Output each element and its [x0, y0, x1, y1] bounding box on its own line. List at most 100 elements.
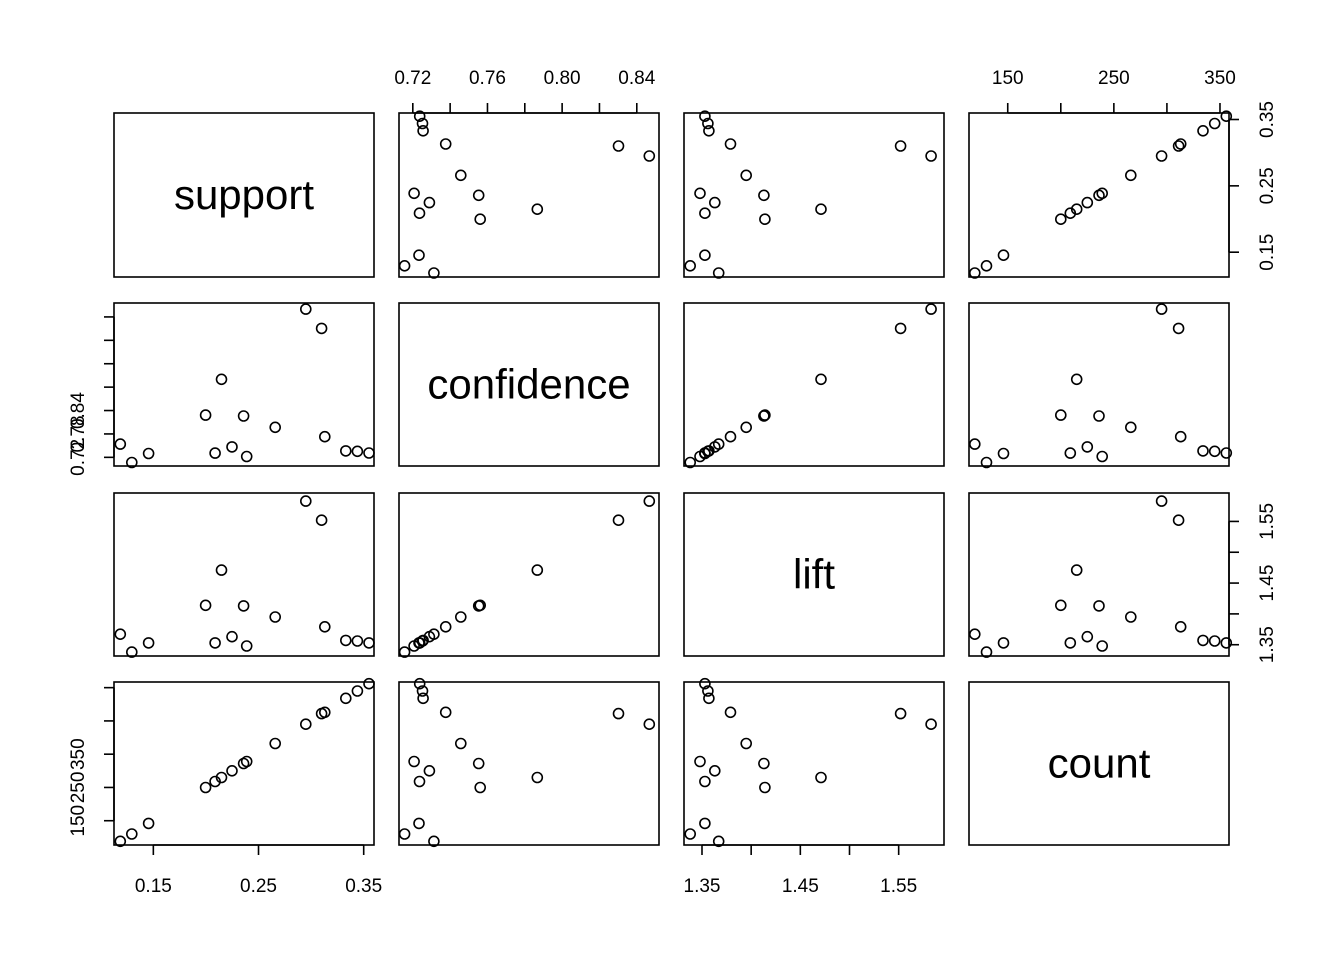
- y-tick-label-confidence-0: 0.72: [68, 439, 89, 476]
- data-point-confidence-vs-count-12: [1174, 430, 1187, 443]
- data-point-count-vs-confidence-4: [413, 775, 426, 788]
- panel-lift-vs-confidence: [398, 492, 660, 658]
- data-point-support-vs-lift-11: [894, 140, 907, 152]
- data-point-support-vs-confidence-10: [643, 150, 656, 162]
- data-point-count-vs-lift-6: [708, 764, 721, 777]
- data-point-confidence-vs-lift-11: [894, 322, 907, 335]
- panel-confidence-vs-count: [968, 302, 1233, 469]
- data-point-lift-vs-support-3: [199, 599, 212, 612]
- data-point-count-vs-confidence-8: [408, 755, 420, 768]
- x-axis-lift: 1.35 1.45 1.55: [684, 844, 917, 897]
- panel-support-vs-confidence: [398, 110, 660, 279]
- data-point-count-vs-lift-8: [694, 755, 706, 768]
- data-point-count-vs-support-6: [226, 764, 238, 777]
- data-point-support-vs-count-11: [1172, 140, 1185, 152]
- data-point-support-vs-confidence-2: [413, 249, 425, 261]
- data-point-lift-vs-count-6: [1081, 630, 1094, 643]
- data-point-count-vs-support-10: [299, 718, 312, 731]
- data-point-count-vs-lift-9: [740, 737, 753, 750]
- data-point-count-vs-lift-13: [703, 692, 715, 705]
- y-tick-label-confidence-1: 0.78: [68, 415, 89, 452]
- data-point-support-vs-lift-15: [699, 110, 711, 122]
- data-point-count-vs-confidence-0: [428, 835, 440, 848]
- data-point-support-vs-confidence-12: [439, 138, 452, 150]
- data-point-lift-vs-confidence-8: [408, 640, 420, 652]
- data-point-support-vs-lift-13: [703, 125, 715, 137]
- data-point-count-vs-support-15: [363, 677, 375, 690]
- data-point-support-vs-lift-2: [699, 249, 711, 261]
- data-point-lift-vs-count-4: [1064, 637, 1077, 649]
- data-point-confidence-vs-count-10: [1155, 303, 1168, 315]
- data-point-count-vs-lift-0: [712, 835, 725, 848]
- y-tick-label-count-0: 150: [68, 805, 89, 837]
- data-point-confidence-vs-lift-7: [758, 410, 770, 422]
- data-point-count-vs-lift-5: [815, 771, 827, 784]
- data-point-count-vs-confidence-10: [643, 718, 656, 731]
- panel-support-vs-support: support: [113, 112, 375, 278]
- data-point-support-vs-confidence-0: [428, 267, 440, 279]
- data-point-confidence-vs-count-2: [997, 447, 1010, 460]
- data-point-lift-vs-count-13: [1197, 634, 1209, 647]
- data-point-confidence-vs-count-9: [1125, 421, 1137, 434]
- data-point-lift-vs-count-9: [1125, 611, 1137, 623]
- data-point-count-vs-support-13: [339, 692, 352, 705]
- data-point-lift-vs-support-14: [351, 635, 364, 647]
- panel-count-vs-confidence: [398, 677, 660, 848]
- data-point-count-vs-confidence-15: [413, 677, 426, 690]
- data-point-support-vs-count-12: [1174, 138, 1187, 150]
- data-point-support-vs-count-8: [1096, 187, 1108, 200]
- y-tick-label-support-2: 0.35: [1257, 101, 1278, 138]
- data-point-support-vs-lift-0: [712, 267, 725, 279]
- data-point-confidence-vs-support-14: [351, 445, 364, 458]
- variable-label-lift: lift: [793, 551, 835, 598]
- data-point-count-vs-lift-2: [699, 817, 711, 830]
- x-tick-label-confidence-0: 0.72: [394, 68, 431, 89]
- data-point-confidence-vs-support-4: [209, 447, 221, 459]
- data-point-support-vs-count-6: [1081, 196, 1094, 209]
- data-point-support-vs-lift-10: [925, 150, 937, 162]
- data-point-confidence-vs-lift-10: [925, 303, 937, 315]
- variable-label-confidence: confidence: [427, 361, 630, 408]
- data-point-lift-vs-support-8: [240, 640, 253, 652]
- panel-frame: [968, 681, 1230, 846]
- data-point-support-vs-count-13: [1197, 125, 1209, 137]
- data-point-count-vs-confidence-12: [439, 706, 452, 719]
- data-point-lift-vs-count-14: [1208, 635, 1221, 647]
- x-tick-label-lift-4: 1.55: [880, 876, 917, 897]
- data-point-lift-vs-support-0: [114, 628, 127, 641]
- panel-support-vs-lift: [683, 110, 945, 279]
- data-point-lift-vs-support-4: [209, 637, 221, 649]
- data-point-count-vs-confidence-7: [472, 757, 485, 770]
- data-point-count-vs-confidence-11: [612, 707, 625, 720]
- x-tick-label-lift-0: 1.35: [684, 876, 721, 897]
- data-point-count-vs-lift-15: [699, 677, 711, 690]
- data-point-count-vs-confidence-3: [474, 781, 487, 794]
- data-point-support-vs-lift-3: [759, 213, 771, 225]
- data-point-support-vs-confidence-4: [413, 207, 426, 219]
- x-tick-label-count-2: 250: [1098, 68, 1130, 89]
- data-point-lift-vs-support-5: [215, 564, 228, 576]
- data-point-count-vs-support-12: [318, 706, 331, 719]
- data-point-lift-vs-confidence-5: [531, 564, 544, 576]
- x-tick-label-support-0: 0.15: [135, 876, 172, 897]
- data-point-support-vs-confidence-1: [398, 259, 411, 272]
- panel-frame: [113, 492, 375, 657]
- data-point-support-vs-confidence-14: [416, 117, 429, 130]
- data-point-lift-vs-support-9: [269, 611, 282, 623]
- data-point-support-vs-confidence-11: [612, 140, 625, 152]
- panel-support-vs-count: [968, 110, 1233, 279]
- data-point-lift-vs-count-10: [1155, 495, 1168, 507]
- x-axis-count: 150 250 350: [992, 68, 1236, 114]
- data-point-confidence-vs-support-5: [215, 373, 228, 386]
- x-tick-label-support-1: 0.25: [240, 876, 277, 897]
- data-point-confidence-vs-support-9: [269, 421, 282, 434]
- data-point-count-vs-lift-1: [684, 828, 697, 840]
- y-axis-lift: 1.35 1.45 1.55: [1228, 503, 1278, 663]
- data-point-support-vs-confidence-5: [531, 203, 544, 215]
- data-point-lift-vs-support-6: [226, 630, 238, 643]
- data-point-support-vs-count-1: [980, 259, 993, 272]
- data-point-lift-vs-support-1: [126, 646, 138, 658]
- panel-count-vs-lift: [683, 677, 945, 848]
- data-point-confidence-vs-count-13: [1197, 445, 1209, 457]
